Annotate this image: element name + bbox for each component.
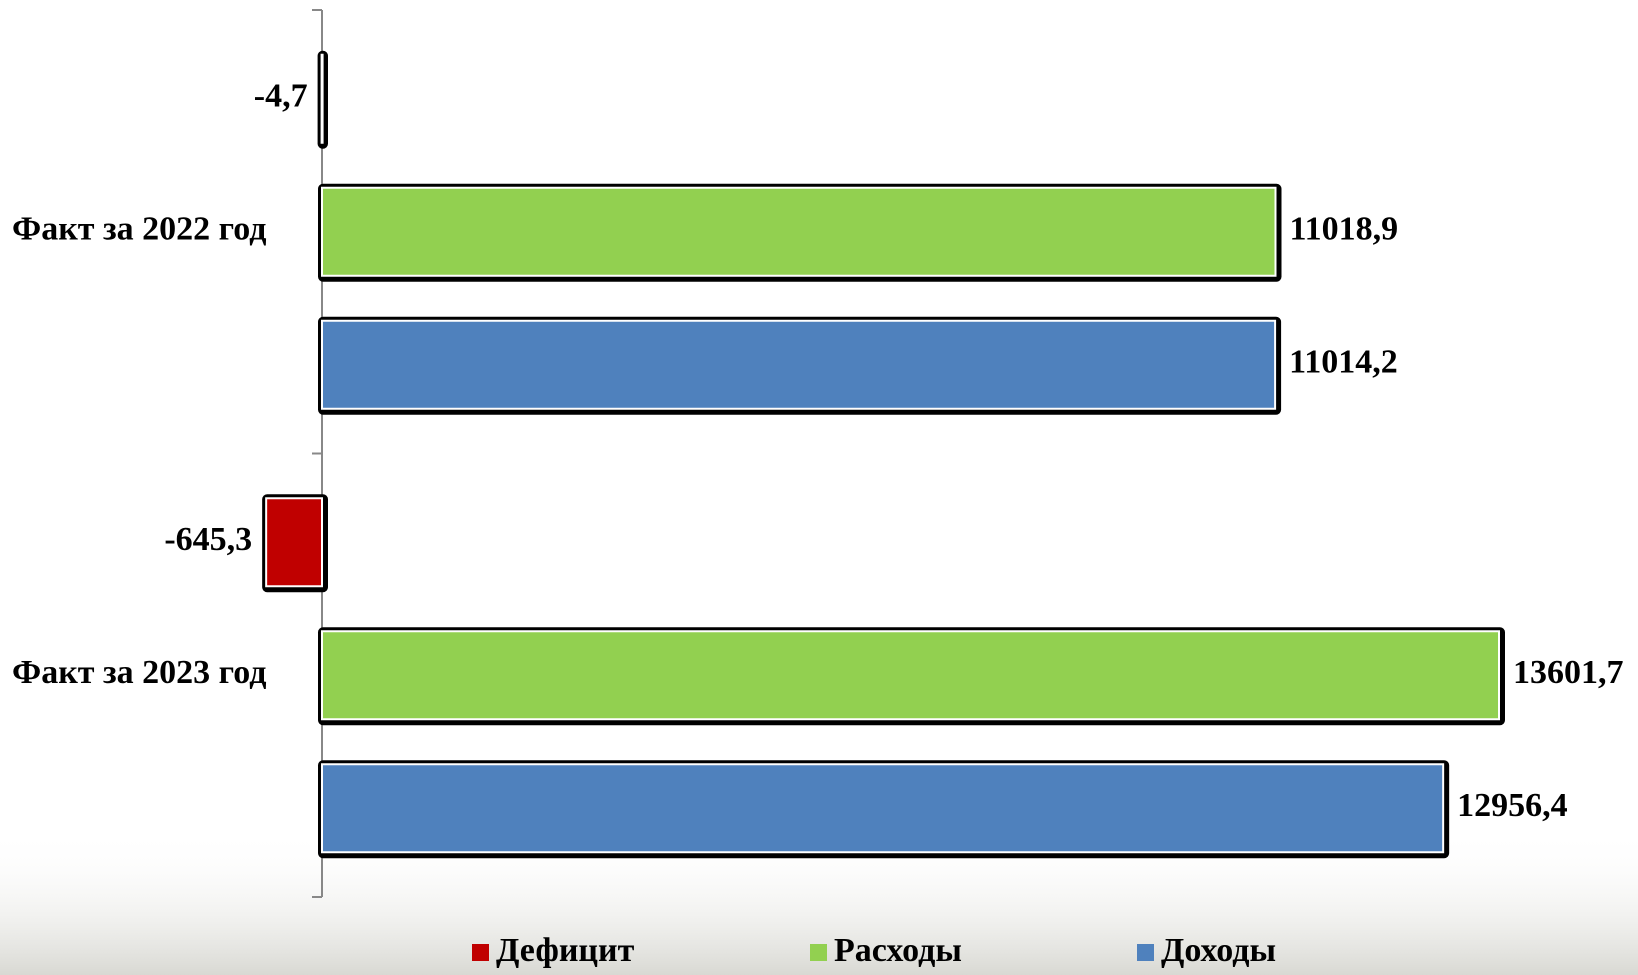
bar — [321, 319, 1277, 410]
y-tick-label: Факт за 2022 год — [12, 211, 266, 248]
data-label: 13601,7 — [1513, 654, 1624, 691]
legend-label: Доходы — [1161, 932, 1276, 969]
bar — [321, 630, 1500, 721]
data-label: -645,3 — [164, 521, 252, 558]
bar — [321, 763, 1445, 854]
data-label: -4,7 — [254, 78, 308, 115]
legend-swatch — [472, 944, 489, 961]
legend-label: Расходы — [834, 932, 962, 969]
bar — [320, 53, 324, 144]
data-label: 11014,2 — [1289, 344, 1398, 381]
data-label: 11018,9 — [1290, 211, 1399, 248]
legend-label: Дефицит — [496, 932, 635, 969]
legend-swatch — [1137, 944, 1154, 961]
legend-swatch — [810, 944, 827, 961]
bar — [265, 497, 324, 588]
y-tick-label: Факт за 2023 год — [12, 654, 266, 691]
bar — [321, 186, 1277, 277]
data-label: 12956,4 — [1457, 787, 1568, 824]
